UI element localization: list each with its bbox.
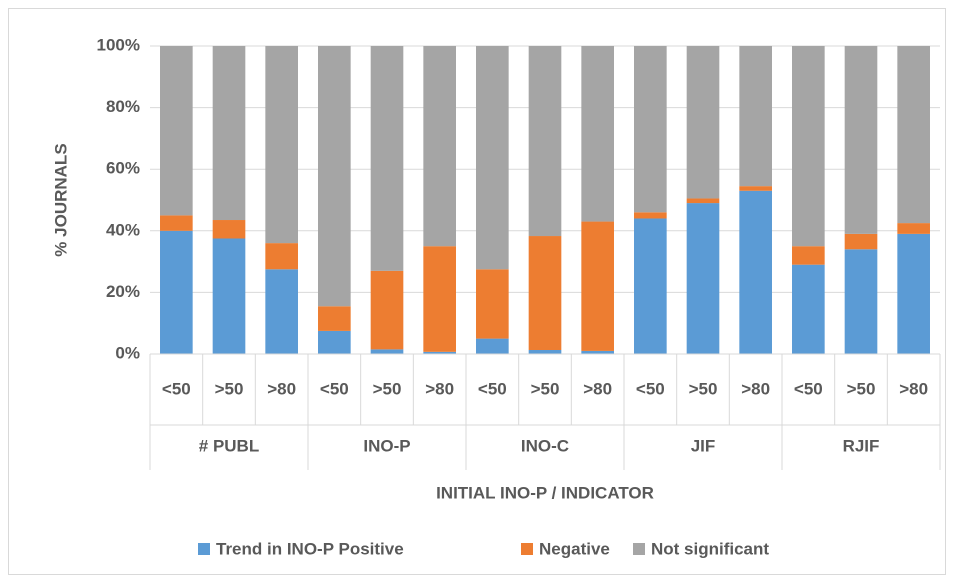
x-tick-label: <50 bbox=[794, 379, 823, 398]
bar-segment bbox=[318, 330, 351, 354]
legend-label: Trend in INO-P Positive bbox=[216, 539, 404, 558]
bar-segment bbox=[634, 46, 667, 213]
legend-label: Negative bbox=[539, 539, 610, 558]
x-tick-label: >50 bbox=[373, 379, 402, 398]
x-tick-label: >50 bbox=[689, 379, 718, 398]
bar-segment bbox=[160, 215, 193, 231]
y-axis-title: % JOURNALS bbox=[51, 143, 70, 256]
group-label: INO-P bbox=[363, 436, 410, 455]
bar-segment bbox=[476, 46, 509, 270]
bar-segment bbox=[423, 351, 456, 354]
bar-segment bbox=[476, 338, 509, 354]
bar-segment bbox=[265, 269, 298, 354]
bar-segment bbox=[528, 236, 562, 350]
bar-segment bbox=[844, 46, 878, 234]
bar-segment bbox=[739, 190, 772, 354]
bar-segment bbox=[212, 238, 246, 354]
bar-segment bbox=[370, 46, 404, 271]
x-tick-label: <50 bbox=[162, 379, 191, 398]
bar-segment bbox=[318, 46, 351, 307]
bar-segment bbox=[581, 350, 614, 354]
bar-segment bbox=[528, 46, 562, 237]
bar-segment bbox=[212, 220, 246, 239]
bar-segment bbox=[528, 349, 562, 354]
bar-segment bbox=[212, 46, 246, 221]
bar-segment bbox=[265, 46, 298, 244]
legend-label: Not significant bbox=[651, 539, 769, 558]
group-label: RJIF bbox=[843, 436, 880, 455]
legend-swatch bbox=[521, 543, 533, 555]
x-tick-label: >50 bbox=[215, 379, 244, 398]
x-tick-label: >80 bbox=[583, 379, 612, 398]
bar-segment bbox=[634, 218, 667, 354]
bar-segment bbox=[160, 230, 193, 354]
y-tick-label: 40% bbox=[106, 220, 140, 239]
x-tick-label: >80 bbox=[741, 379, 770, 398]
bar-segment bbox=[792, 264, 825, 354]
x-tick-label: <50 bbox=[320, 379, 349, 398]
bar-segment bbox=[792, 46, 825, 247]
x-tick-label: >50 bbox=[531, 379, 560, 398]
x-tick-label: >80 bbox=[267, 379, 296, 398]
bar-segment bbox=[686, 203, 720, 354]
y-tick-label: 60% bbox=[106, 159, 140, 178]
bar-segment bbox=[581, 221, 614, 351]
legend-swatch bbox=[633, 543, 645, 555]
bar-segment bbox=[160, 46, 193, 216]
bar-segment bbox=[370, 270, 404, 350]
bar-segment bbox=[634, 212, 667, 219]
legend-swatch bbox=[198, 543, 210, 555]
y-tick-label: 20% bbox=[106, 282, 140, 301]
x-tick-label: <50 bbox=[478, 379, 507, 398]
bar-segment bbox=[844, 249, 878, 354]
x-tick-label: >80 bbox=[899, 379, 928, 398]
bar-segment bbox=[581, 46, 614, 222]
x-axis-title: INITIAL INO-P / INDICATOR bbox=[436, 483, 654, 502]
bar-segment bbox=[476, 269, 509, 339]
bar-segment bbox=[897, 223, 930, 234]
group-label: # PUBL bbox=[199, 436, 259, 455]
bar-segment bbox=[370, 349, 404, 354]
bar-segment bbox=[792, 246, 825, 265]
group-label: JIF bbox=[691, 436, 716, 455]
bar-segment bbox=[739, 186, 772, 191]
bar-segment bbox=[265, 243, 298, 270]
bar-segment bbox=[844, 233, 878, 250]
bar-segment bbox=[318, 306, 351, 331]
bar-segment bbox=[423, 246, 456, 352]
bar-segment bbox=[897, 46, 930, 224]
bar-segment bbox=[897, 233, 930, 354]
x-tick-label: <50 bbox=[636, 379, 665, 398]
bar-segment bbox=[686, 198, 720, 204]
bar-segment bbox=[423, 46, 456, 247]
x-tick-label: >50 bbox=[847, 379, 876, 398]
x-tick-label: >80 bbox=[425, 379, 454, 398]
bar-segment bbox=[739, 46, 772, 187]
y-tick-label: 100% bbox=[97, 35, 140, 54]
y-tick-label: 0% bbox=[115, 343, 140, 362]
group-label: INO-C bbox=[521, 436, 569, 455]
y-tick-label: 80% bbox=[106, 97, 140, 116]
bar-segment bbox=[686, 46, 720, 199]
